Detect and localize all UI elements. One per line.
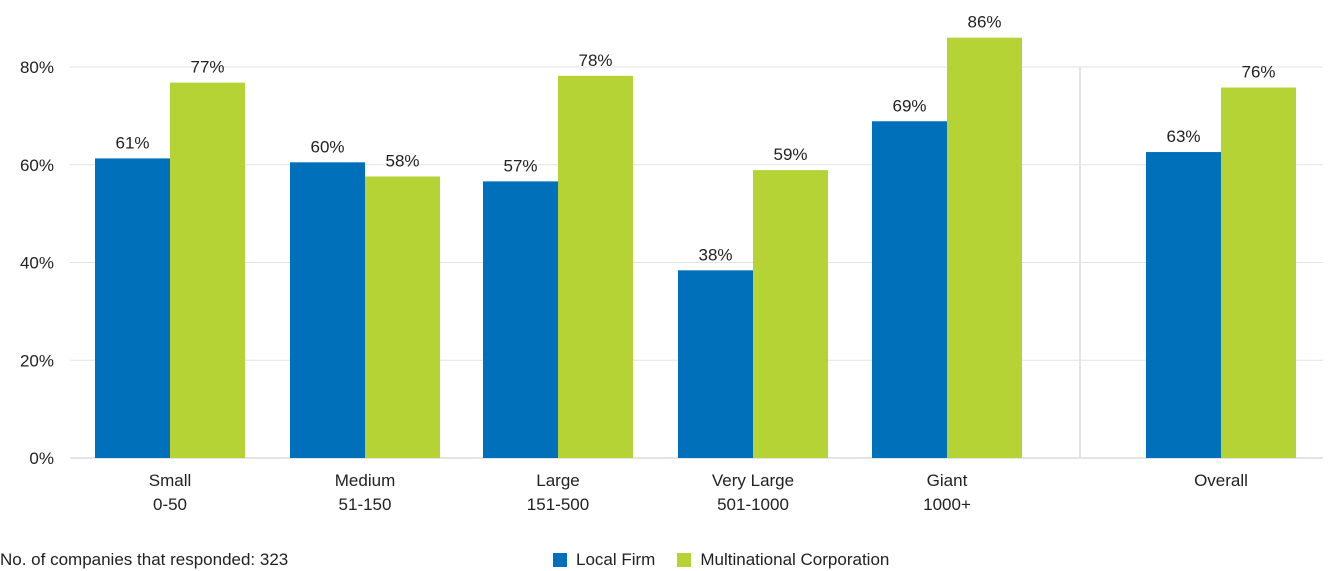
legend-label-multinational-corporation: Multinational Corporation xyxy=(700,550,890,569)
data-label: 58% xyxy=(385,151,419,170)
respondents-footnote: No. of companies that responded: 323 xyxy=(0,550,289,569)
bar xyxy=(1146,152,1221,459)
x-category-label: Giant 1000+ xyxy=(923,471,971,514)
y-tick-label: 0% xyxy=(29,449,54,468)
data-label: 60% xyxy=(310,137,344,156)
legend-item-multinational-corporation: Multinational Corporation xyxy=(677,550,889,570)
gridlines xyxy=(70,66,1323,459)
bar xyxy=(483,181,558,458)
y-tick-label: 60% xyxy=(20,156,54,175)
x-category-label: Medium 51-150 xyxy=(335,471,395,514)
x-category-label: Large 151-500 xyxy=(527,471,589,514)
bar xyxy=(365,176,440,459)
data-label: 61% xyxy=(115,133,149,152)
bar xyxy=(170,82,245,458)
data-label: 76% xyxy=(1241,63,1275,82)
bar xyxy=(1221,87,1296,458)
bar xyxy=(678,270,753,458)
bar xyxy=(558,75,633,459)
data-label: 77% xyxy=(190,58,224,77)
legend-label-local-firm: Local Firm xyxy=(576,550,656,569)
legend-swatch-multinational-corporation xyxy=(677,553,692,567)
x-axis-categories: Small 0-50 Medium 51-150 Large 151-500 Very La… xyxy=(149,471,1248,514)
data-label: 78% xyxy=(578,51,612,70)
data-label: 38% xyxy=(698,245,732,264)
legend-swatch-local-firm xyxy=(553,553,567,567)
data-label: 59% xyxy=(773,145,807,164)
legend-item-local-firm: Local Firm xyxy=(553,550,655,570)
y-tick-label: 20% xyxy=(20,351,54,370)
data-label: 63% xyxy=(1166,127,1200,146)
data-label: 86% xyxy=(967,13,1001,32)
x-category-label: Overall xyxy=(1194,471,1248,490)
bar xyxy=(947,37,1022,459)
data-labels: 61% 60% 57% 38% 69% 63% 77% 58% 78% 59% 86% 76% xyxy=(115,13,1275,265)
x-category-label: Small 0-50 xyxy=(149,471,192,514)
bar xyxy=(872,121,947,458)
y-tick-label: 80% xyxy=(20,58,54,77)
bar xyxy=(290,162,365,458)
x-category-label: Very Large 501-1000 xyxy=(712,471,794,514)
bar xyxy=(95,158,170,459)
y-tick-label: 40% xyxy=(20,254,54,273)
bar xyxy=(753,170,828,458)
bars xyxy=(95,37,1296,459)
data-label: 69% xyxy=(892,96,926,115)
y-axis-ticks: 0% 20% 40% 60% 80% xyxy=(20,58,54,468)
data-label: 57% xyxy=(503,156,537,175)
legend: Local Firm Multinational Corporation xyxy=(553,550,911,570)
